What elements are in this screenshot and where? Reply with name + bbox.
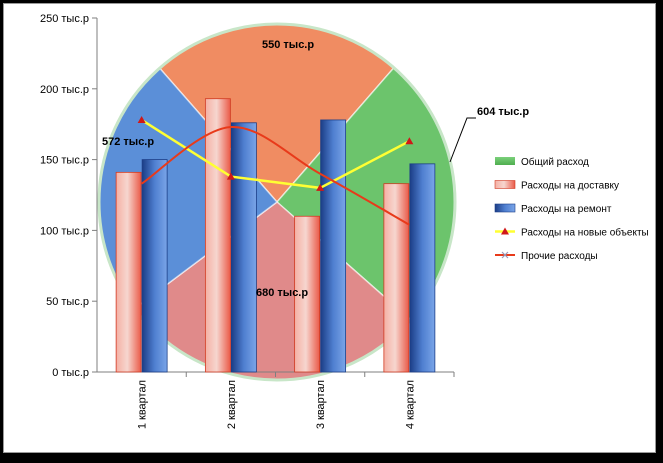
bar-repair — [230, 122, 257, 373]
legend-label-repair: Расходы на ремонт — [521, 204, 612, 215]
pie-label: 604 тыс.р — [477, 106, 529, 118]
bar-repair — [409, 163, 436, 373]
legend-swatch-repair — [494, 203, 516, 213]
x-marker — [501, 251, 509, 259]
legend-swatch-delivery — [494, 180, 516, 189]
legend-swatch-total — [495, 157, 515, 165]
x-tick-label: 1 квартал — [137, 380, 149, 429]
bar-repair — [320, 119, 347, 373]
triangle-marker — [137, 115, 146, 123]
line-series-group — [137, 115, 414, 226]
pie-label: 572 тыс.р — [102, 136, 154, 148]
pie-label: 680 тыс.р — [256, 287, 308, 299]
y-tick-label: 200 тыс.р — [40, 84, 89, 96]
bar-series-group — [115, 98, 436, 373]
bar-delivery — [294, 215, 321, 373]
chart-panel: 0 тыс.р 50 тыс.р 100 тыс.р 150 тыс.р 200 тыс… — [3, 3, 656, 453]
legend-label-delivery: Расходы на доставку — [521, 181, 619, 192]
y-tick-label: 100 тыс.р — [40, 225, 89, 237]
y-tick-label: 0 тыс.р — [52, 367, 89, 379]
y-tick-label: 250 тыс.р — [40, 13, 89, 25]
pie-rim — [97, 22, 457, 382]
pie-leader-line — [449, 117, 476, 163]
pie-labels: 550 тыс.р 604 тыс.р 680 тыс.р 572 тыс.р — [102, 39, 529, 299]
triangle-marker — [405, 137, 414, 145]
legend-label-new: Расходы на новые объекты — [521, 227, 649, 239]
x-tick-label: 2 квартал — [226, 380, 238, 429]
triangle-marker — [501, 227, 509, 235]
x-tick-label: 4 квартал — [404, 380, 416, 429]
legend: Общий расход Расходы на доставку Расходы н… — [494, 156, 649, 262]
bar-delivery — [383, 183, 410, 373]
bar-delivery — [115, 171, 142, 373]
legend-label-other: Прочие расходы — [521, 251, 598, 262]
y-tick-label: 150 тыс.р — [40, 155, 89, 167]
bar-repair — [141, 159, 168, 373]
legend-label-total: Общий расход — [521, 156, 589, 168]
triangle-marker — [316, 183, 325, 191]
y-tick-label: 50 тыс.р — [46, 296, 89, 308]
x-tick-label: 3 квартал — [315, 380, 327, 429]
combo-chart: 0 тыс.р 50 тыс.р 100 тыс.р 150 тыс.р 200 тыс… — [40, 13, 649, 429]
bar-delivery — [204, 98, 231, 373]
triangle-marker — [226, 172, 235, 180]
x-axis-labels: 1 квартал 2 квартал 3 квартал 4 квартал — [137, 372, 455, 429]
line-other-expenses — [141, 126, 410, 226]
pie-total-expenses — [97, 22, 457, 382]
pie-label: 550 тыс.р — [262, 39, 314, 51]
